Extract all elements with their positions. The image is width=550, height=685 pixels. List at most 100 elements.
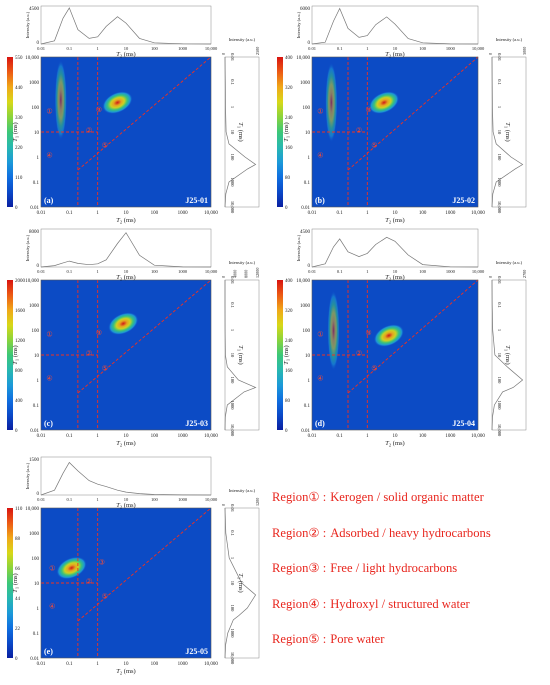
y-tick-label: 1	[37, 379, 40, 384]
y-tick-label: 1000	[29, 304, 40, 309]
x-axis-label: T2 (ms)	[116, 440, 135, 448]
y-tick-label: 0.01	[301, 206, 310, 211]
y-tick-label: 100	[32, 557, 40, 562]
t2-spectrum-frame	[311, 5, 479, 45]
colorbar-tick-label: 0	[285, 206, 288, 211]
t1-spectrum-axis-label: T1 (ms)	[237, 345, 245, 364]
t2-spectrum-y0: 0	[308, 264, 311, 269]
colorbar-tick-label: 550	[15, 56, 23, 61]
legend-item-region-4: Region④: Hydroxyl / structured water	[272, 587, 547, 623]
x-tick-label: 1	[96, 434, 99, 439]
colorbar-tick-label: 1200	[15, 339, 26, 344]
t1-spectrum-tick-label: 0	[221, 276, 226, 278]
y-tick-label: 10,000	[296, 56, 310, 61]
legend-region-word: Region	[272, 561, 309, 575]
y-tick-label: 1000	[300, 304, 311, 309]
x-tick-label: 1000	[178, 211, 189, 216]
colorbar-tick-label: 440	[15, 86, 23, 91]
y-tick-label: 10	[34, 354, 40, 359]
heatmap-background	[41, 508, 211, 658]
region-mark: ②	[356, 127, 362, 135]
t2-spectrum-ylabel: Intensity (a.u.)	[296, 234, 301, 261]
t1-spectrum-frame	[491, 56, 527, 208]
t1-spectrum-axis-label: T1 (ms)	[237, 122, 245, 141]
panel-letter: (c)	[44, 419, 53, 428]
region-mark: ①	[46, 330, 52, 338]
t2-spectrum-tick-label: 1	[97, 497, 99, 502]
y-tick-label: 10	[34, 131, 40, 136]
t2-spectrum-tick-label: 100	[151, 497, 159, 502]
legend-region-description: Hydroxyl / structured water	[330, 596, 470, 611]
heatmap-frame	[311, 56, 479, 208]
t2-spectrum-tick-label: 1	[97, 269, 99, 274]
t2-spectrum-tick-label: 1	[366, 46, 368, 51]
y-tick-label: 100	[303, 329, 311, 334]
heatmap-frame	[40, 279, 212, 431]
y-axis-label: T1 (ms)	[12, 573, 20, 592]
boundary-line	[77, 279, 212, 394]
t1-spectrum-tick-label: 0	[221, 504, 226, 506]
peak-blob	[373, 324, 404, 347]
t2-spectrum-ymax: 6000	[300, 7, 311, 12]
t1-spectrum-line	[224, 280, 257, 431]
region-mark: ①	[317, 107, 323, 115]
t2-spectrum-ylabel: Intensity (a.u.)	[25, 462, 30, 489]
t1-spectrum-axis-tick: 0.01	[230, 276, 235, 284]
colorbar-tick-label: 0	[285, 429, 288, 434]
t1-spectrum-tick-label: 4000	[232, 270, 237, 278]
t2-spectrum-ymax: 1500	[29, 458, 40, 463]
colorbar-tick-label: 160	[285, 369, 293, 374]
legend-region-mark: ④	[308, 596, 320, 611]
t2-spectrum-tick-label: 0.01	[37, 46, 45, 51]
t2-spectrum-tick-label: 0.01	[308, 269, 316, 274]
t1-spectrum-tick-label: 12000	[255, 268, 260, 278]
region-mark: ⑤	[371, 365, 377, 373]
x-tick-label: 1000	[445, 434, 456, 439]
sample-label: J25-02	[452, 196, 475, 205]
y-tick-label: 1	[37, 607, 40, 612]
colorbar-tick-label: 800	[15, 369, 23, 374]
t2-spectrum-tick-label: 100	[151, 46, 159, 51]
y-tick-label: 10	[34, 582, 40, 587]
t1-spectrum-axis-tick: 1000	[497, 178, 502, 188]
peak-blob	[327, 290, 340, 371]
sample-label: J25-04	[452, 419, 475, 428]
region-mark: ①	[317, 330, 323, 338]
region-mark: ③	[96, 106, 102, 114]
t2-spectrum-tick-label: 10,000	[205, 46, 218, 52]
x-tick-label: 10	[124, 211, 130, 216]
colorbar-tick-label: 0	[15, 206, 18, 211]
region-mark: ②	[86, 350, 92, 358]
x-tick-label: 0.01	[308, 211, 317, 216]
t1-spectrum-label: Intensity (a.u.)	[496, 260, 523, 265]
t2-spectrum-tick-label: 10	[124, 269, 129, 274]
y-tick-label: 10	[305, 354, 311, 359]
legend-region-mark: ①	[308, 490, 320, 504]
y-axis-label: T1 (ms)	[283, 122, 291, 141]
y-tick-label: 1	[308, 379, 311, 384]
y-tick-label: 1000	[300, 81, 311, 86]
t1-spectrum-axis-tick: 10,000	[229, 652, 235, 665]
t2-spectrum-tick-label: 0.1	[67, 46, 73, 51]
colorbar-tick-label: 400	[285, 56, 293, 61]
peak-blob	[102, 91, 133, 114]
legend-region-mark: ②	[308, 525, 320, 540]
colorbar-tick-label: 80	[285, 176, 291, 181]
y-tick-label: 100	[32, 106, 40, 111]
legend-separator: :	[322, 596, 327, 611]
y-tick-label: 0.1	[33, 181, 40, 186]
t1-spectrum-frame	[224, 279, 260, 431]
legend-item-region-3: Region③: Free / light hydrocarbons	[272, 551, 547, 587]
y-tick-label: 0.1	[304, 404, 311, 409]
panel-letter: (d)	[315, 419, 325, 428]
x-tick-label: 1	[96, 211, 99, 216]
t1-spectrum-frame	[224, 56, 260, 208]
t2-spectrum-tick-label: 10	[124, 46, 129, 51]
region-mark: ③	[96, 329, 102, 337]
t2-spectrum-ylabel: Intensity (a.u.)	[25, 234, 30, 261]
t2-spectrum-y0: 0	[37, 492, 40, 497]
colorbar-tick-label: 80	[285, 399, 291, 404]
